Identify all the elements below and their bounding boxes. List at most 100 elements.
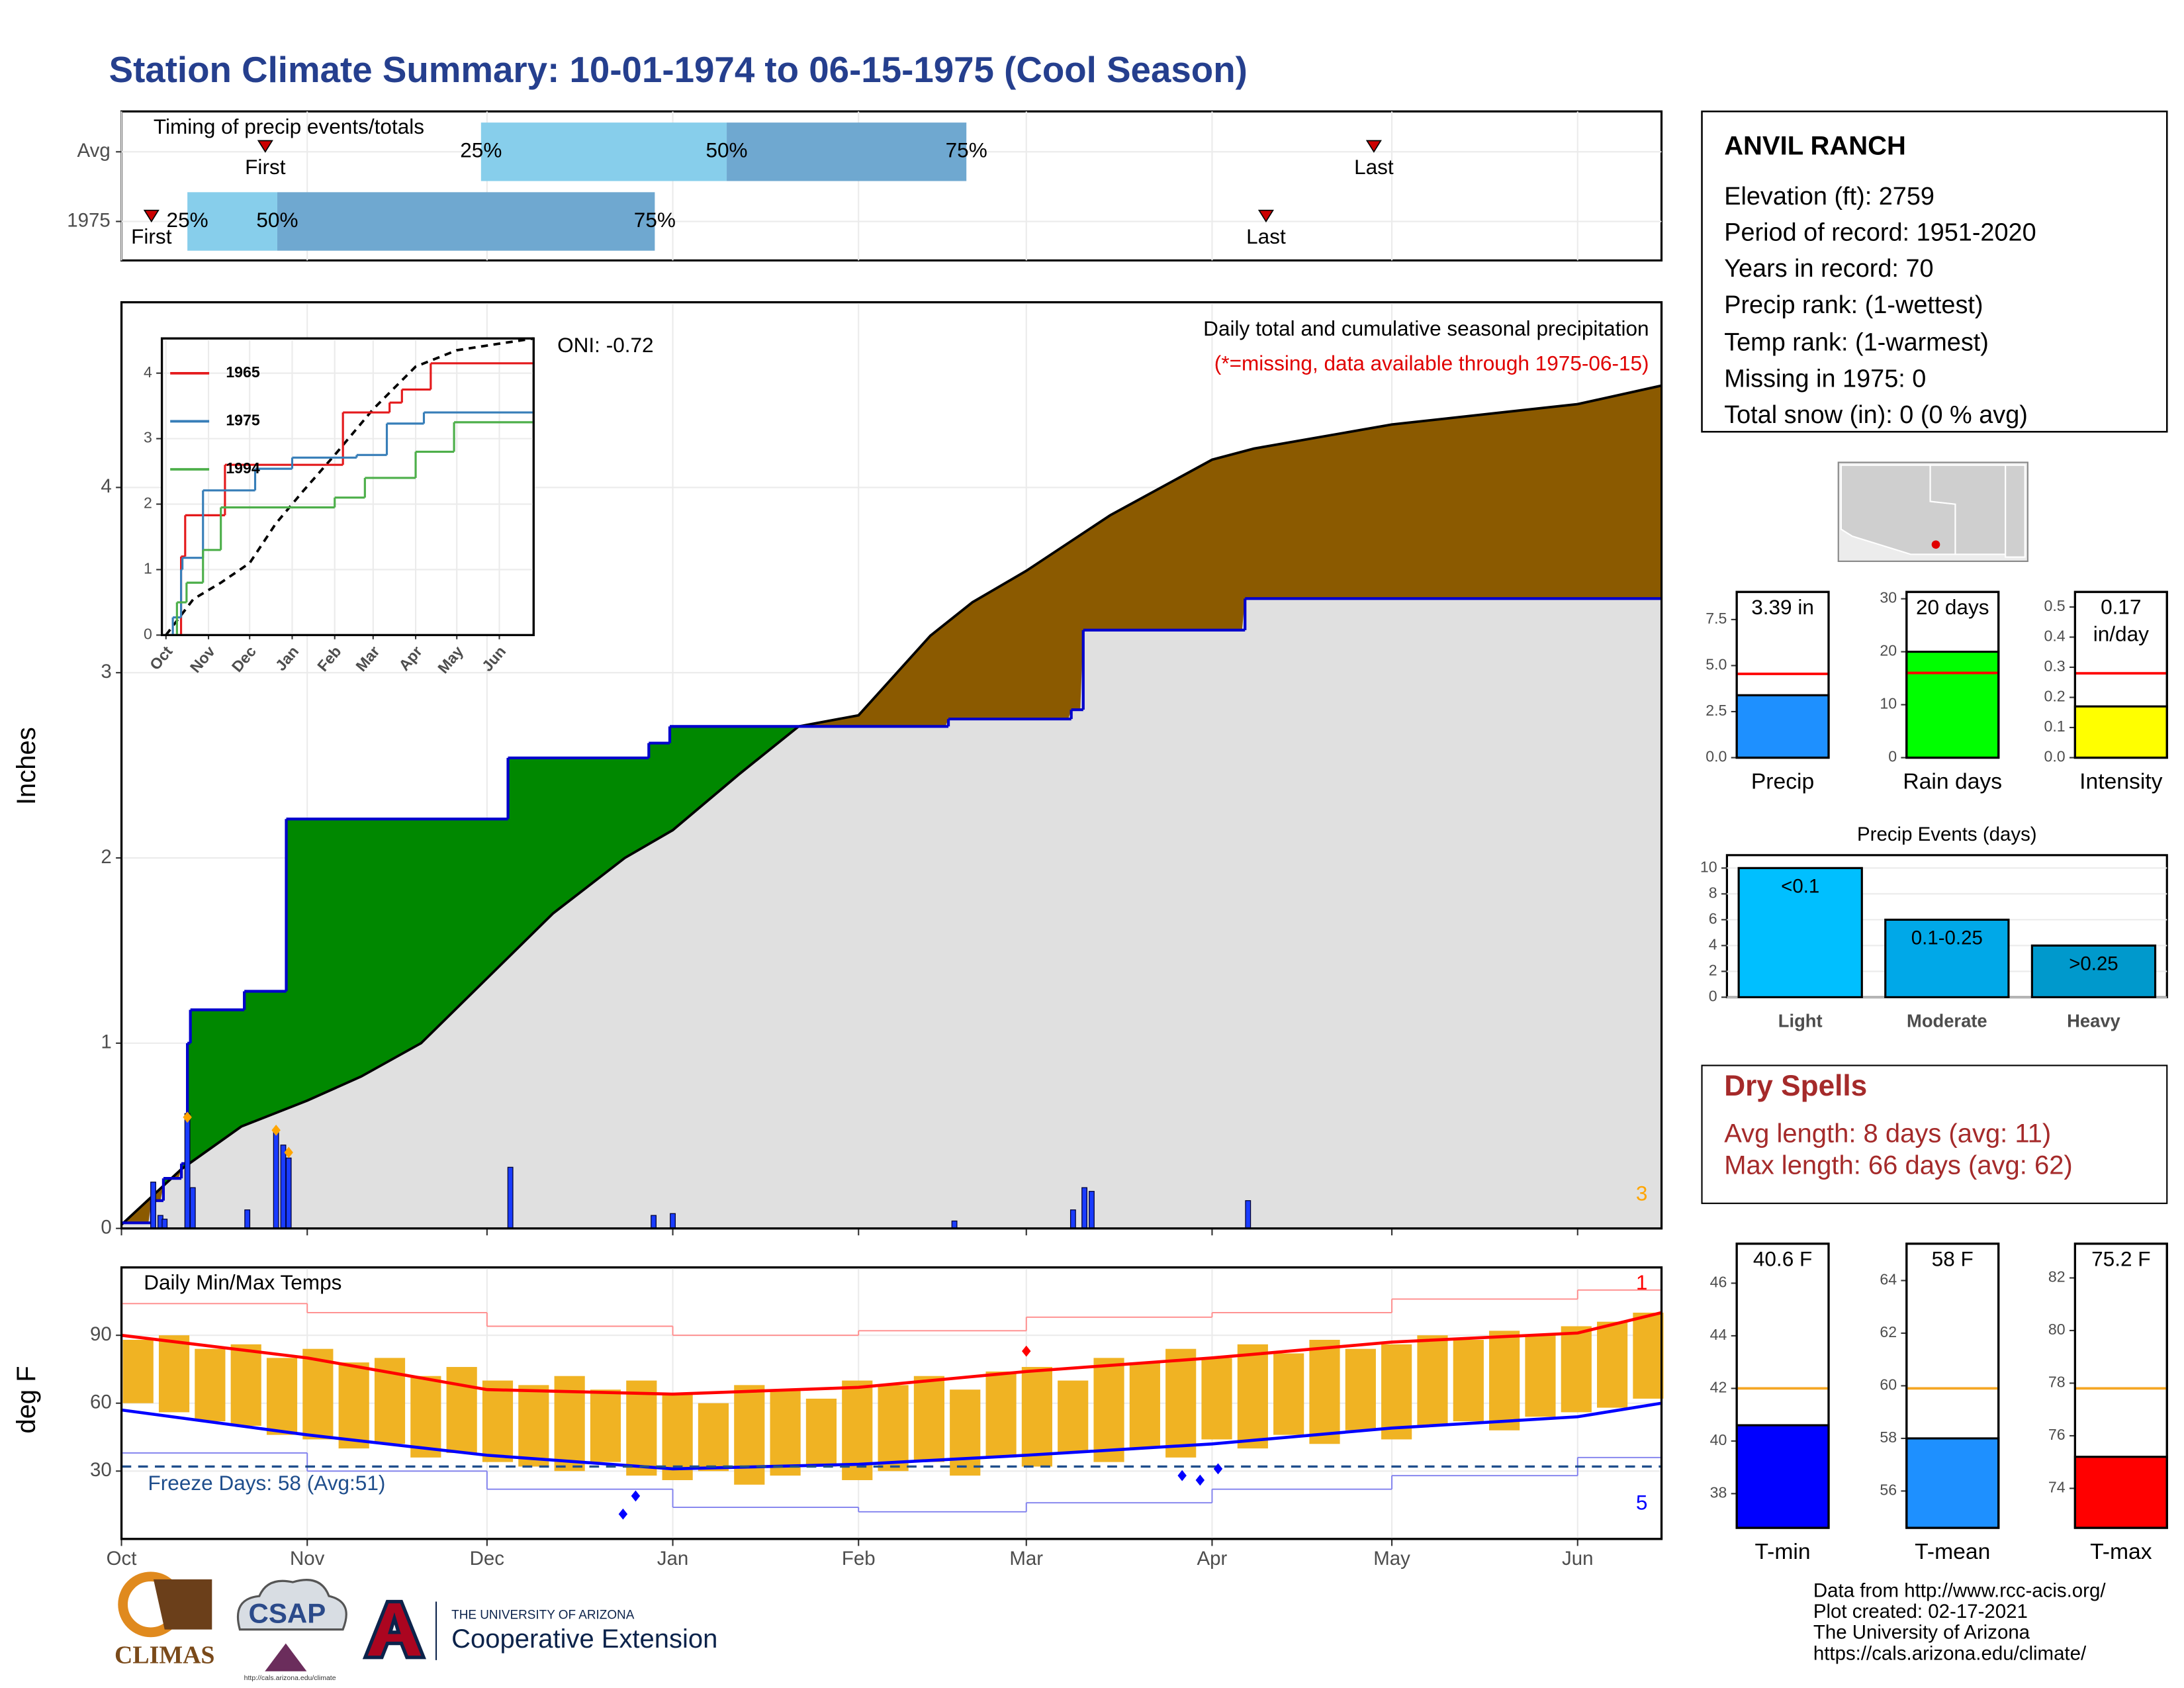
panel-frame [160,337,535,636]
csap-mountain [265,1643,307,1671]
temp-range-bar [122,1340,154,1403]
line-series [165,337,534,636]
station-line: Years in record: 70 [1724,255,1933,283]
y-tick-label: 8 [1709,884,1717,901]
station-line: Total snow (in): 0 (0 % avg) [1724,401,2028,429]
y-tick-label: 5.0 [1706,656,1727,673]
y-tick-label: 10 [1700,858,1717,875]
category-label: Precip [1751,769,1814,794]
category-label: Rain days [1903,769,2002,794]
y-tick-label: 44 [1710,1326,1727,1343]
panel-frame [1905,590,2000,759]
footer-line: Data from http://www.rcc-acis.org/ [1813,1580,2106,1602]
temp-range-bar [1453,1340,1484,1422]
temp-range-bar [698,1403,729,1472]
temp-range-bar [805,1398,837,1467]
record-low-marker [1195,1474,1205,1486]
csap-cloud [236,1579,347,1631]
y-tick-label: 2.5 [1706,702,1727,719]
legend-label: 1994 [226,459,260,477]
record-marker [284,1147,293,1158]
footer-line: https://cals.arizona.edu/climate/ [1813,1642,2087,1664]
value-label: >0.25 [2069,953,2118,975]
x-tick-label: Mar [1009,1548,1043,1570]
y-tick-label: 3 [144,429,152,446]
category-label: Heavy [2067,1011,2120,1031]
value-label: 40.6 F [1753,1246,1812,1270]
y-tick-label: 1 [144,560,152,577]
y-tick-label: 76 [2048,1426,2066,1443]
daily-bar [273,1131,279,1229]
x-tick-label: Feb [842,1548,876,1570]
y-tick-label: 80 [2048,1321,2066,1338]
category-label: T-min [1754,1540,1810,1564]
temp-range-bar [158,1335,190,1413]
ua-logo [362,1599,426,1660]
record-low-marker [618,1508,628,1520]
record-low-marker [1213,1463,1223,1475]
temp-range-bar [1273,1353,1304,1435]
line-series [121,1311,1662,1396]
university-text: THE UNIVERSITY OF ARIZONA [451,1609,635,1622]
value-label: <0.1 [1781,876,1819,898]
text-line: in/day [2093,622,2149,646]
quartile-bar [277,192,655,251]
dry-spells-box [1701,1064,2168,1204]
station-line: Period of record: 1951-2020 [1724,218,2036,246]
y-tick-label: 4 [144,363,152,381]
y-tick-label: 0.0 [1706,748,1727,765]
y-tick-label: 0.5 [2044,597,2066,614]
category-label: Moderate [1907,1011,1987,1031]
events-title: Precip Events (days) [1857,823,2037,845]
y-tick-label: 2 [1709,962,1717,979]
y-tick-label: 6 [1709,910,1717,927]
y-tick-label: 20 [1880,642,1897,659]
temp-range-bar [1165,1348,1197,1458]
temp-range-bar [734,1385,765,1485]
x-tick-label: Jan [657,1548,688,1570]
station-line: Precip rank: (1-wettest) [1724,291,1983,319]
value-label: 75.2 F [2091,1246,2150,1270]
legend-label: 1965 [226,363,260,381]
daily-bar [670,1213,676,1229]
y-tick-label: 0 [101,1216,111,1238]
quartile-label: 25% [167,208,208,232]
station-line: Missing in 1975: 0 [1724,365,1926,393]
daily-bar [507,1166,514,1229]
event-marker [1365,140,1382,153]
y-tick-label: 82 [2048,1268,2066,1286]
temp-range-bar [1309,1340,1340,1444]
category-label: T-mean [1915,1540,1990,1564]
temp-range-bar [195,1348,226,1422]
temp-range-bar [1058,1380,1089,1453]
bar [1735,694,1830,759]
y-tick-label: 4 [101,475,111,497]
event-label: Last [1354,155,1394,179]
temp-range-bar [950,1389,981,1476]
value-label: 58 F [1932,1246,1974,1270]
y-tick-label: 2 [101,846,111,868]
panel-frame [2073,590,2168,759]
y-tick-label: 0 [144,626,152,643]
temp-range-bar [302,1348,334,1440]
note-high: 1 [1636,1270,1648,1294]
y-tick-label: 30 [1880,589,1897,606]
daily-bar [1069,1209,1076,1229]
x-tick-label: Apr [1197,1548,1228,1570]
bar [2030,944,2157,999]
y-tick-label: 0.2 [2044,688,2066,705]
daily-bar [651,1215,657,1229]
y-tick-label: 30 [90,1459,112,1481]
station-line: Elevation (ft): 2759 [1724,183,1934,211]
timing-title: Timing of precip events/totals [154,115,424,138]
y-tick-label: 0 [1888,748,1897,765]
temp-range-bar [518,1385,549,1467]
y-tick-label: 0.0 [2044,748,2066,765]
y-axis-label: Inches [12,727,41,805]
corner-note: 3 [1636,1182,1648,1205]
y-tick-label: 1 [101,1031,111,1053]
y-tick-label: 1975 [67,209,110,231]
bar [1905,650,2000,759]
temp-range-bar [1525,1335,1556,1417]
